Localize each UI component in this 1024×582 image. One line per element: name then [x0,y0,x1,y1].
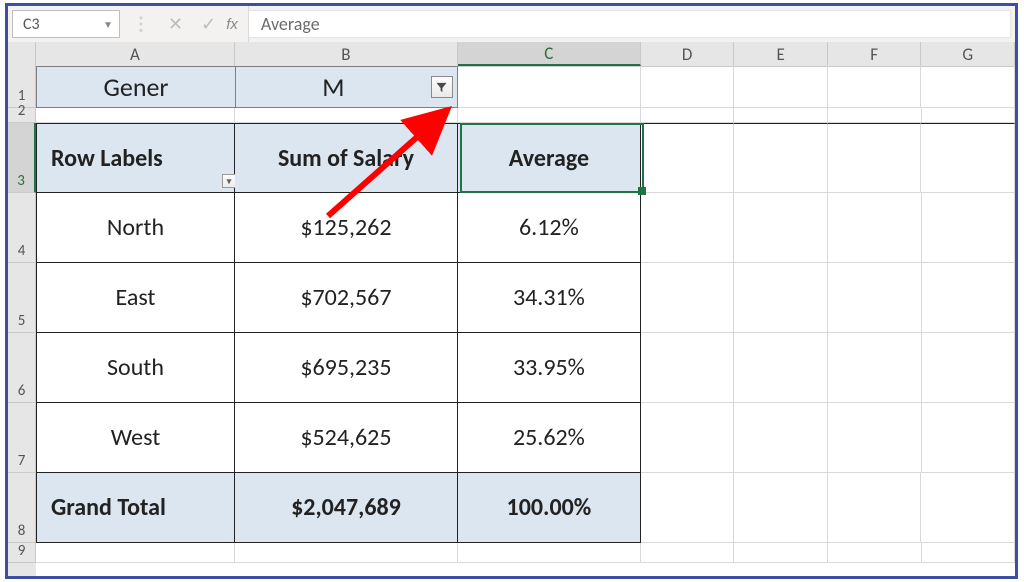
cell-F2[interactable] [828,108,922,123]
pivot-row-0-avg[interactable]: 6.12% [458,193,641,263]
column-headers: A B C D E F G [8,42,1015,67]
name-box-dropdown-icon[interactable]: ▼ [103,18,113,31]
col-header-D[interactable]: D [641,42,735,66]
cell-F1[interactable] [828,66,922,108]
pivot-row-3-label[interactable]: West [36,403,235,473]
row-header-5[interactable]: 5 [8,263,36,333]
cell-G1[interactable] [921,66,1015,108]
cell-G3[interactable] [921,123,1015,193]
col-header-B[interactable]: B [235,42,458,66]
name-box-value: C3 [23,15,40,34]
pivot-total-avg[interactable]: 100.00% [458,473,641,543]
cell-G4[interactable] [922,193,1016,263]
cell-D7[interactable] [641,403,735,473]
pivot-row-2-label[interactable]: South [36,333,235,403]
confirm-icon[interactable]: ✓ [201,15,216,33]
cell-F8[interactable] [828,473,922,543]
cell-C2[interactable] [458,108,641,123]
pivot-header-avg[interactable]: Average [458,123,641,193]
cell-D6[interactable] [641,333,735,403]
pivot-header-rowlabels-text: Row Labels [51,144,163,173]
cell-A2[interactable] [36,108,235,123]
cell-D5[interactable] [641,263,735,333]
formula-input[interactable]: Average [249,10,1011,38]
cell-E1[interactable] [734,66,828,108]
col-header-G[interactable]: G [921,42,1015,66]
pivot-filter-field[interactable]: Gener [36,66,235,108]
cell-G9[interactable] [922,543,1016,563]
pivot-row-0-sum[interactable]: $125,262 [235,193,458,263]
cell-E6[interactable] [734,333,828,403]
pivot-row-1-avg[interactable]: 34.31% [458,263,641,333]
rowlabels-dropdown[interactable]: ▾ [222,174,236,188]
cell-F4[interactable] [828,193,922,263]
cell-F6[interactable] [828,333,922,403]
formula-text: Average [261,13,320,35]
pivot-row-3-avg[interactable]: 25.62% [458,403,641,473]
cell-E8[interactable] [734,473,828,543]
row-header-7[interactable]: 7 [8,403,36,473]
pivot-filter-dropdown[interactable] [431,76,453,98]
row-header-8[interactable]: 8 [8,473,36,543]
name-box[interactable]: C3 ▼ [12,10,120,38]
cell-F5[interactable] [828,263,922,333]
col-header-E[interactable]: E [734,42,828,66]
pivot-total-label[interactable]: Grand Total [36,473,235,543]
row-header-4[interactable]: 4 [8,193,36,263]
cells-area[interactable]: Gener M [36,66,1015,576]
pivot-filter-field-label: Gener [103,71,168,103]
pivot-header-rowlabels[interactable]: Row Labels ▾ [36,123,235,193]
row-header-3[interactable]: 3 [8,123,36,193]
cell-G2[interactable] [922,108,1016,123]
cell-F9[interactable] [828,543,922,563]
cell-E5[interactable] [734,263,828,333]
col-header-F[interactable]: F [828,42,922,66]
cell-B2[interactable] [235,108,458,123]
row-header-9[interactable]: 9 [8,543,36,563]
cell-D1[interactable] [641,66,735,108]
excel-window-frame: C3 ▼ ⋮ ✕ ✓ fx Average A B C D E F G 1 2 … [5,3,1018,579]
cell-E9[interactable] [734,543,828,563]
row-header-6[interactable]: 6 [8,333,36,403]
cell-C9[interactable] [458,543,641,563]
cell-B9[interactable] [235,543,458,563]
pivot-row-0-label[interactable]: North [36,193,235,263]
pivot-header-sum[interactable]: Sum of Salary [235,123,458,193]
cell-E4[interactable] [734,193,828,263]
cell-G6[interactable] [922,333,1016,403]
cell-G5[interactable] [922,263,1016,333]
cancel-icon[interactable]: ✕ [168,15,183,33]
cell-F7[interactable] [828,403,922,473]
filter-icon [436,82,447,93]
formula-bar-buttons: ⋮ ✕ ✓ [126,6,222,42]
cell-A9[interactable] [36,543,235,563]
formula-bar: C3 ▼ ⋮ ✕ ✓ fx Average [8,6,1015,43]
cell-D8[interactable] [641,473,735,543]
select-all-corner[interactable] [8,42,36,66]
cell-F3[interactable] [828,123,922,193]
cell-D3[interactable] [641,123,735,193]
col-header-C[interactable]: C [458,42,641,66]
cell-E2[interactable] [734,108,828,123]
cell-E7[interactable] [734,403,828,473]
pivot-row-2-avg[interactable]: 33.95% [458,333,641,403]
cell-G7[interactable] [922,403,1016,473]
fx-label[interactable]: fx [222,6,249,42]
cell-C1[interactable] [458,66,641,108]
row-header-2[interactable]: 2 [8,108,36,123]
pivot-row-1-label[interactable]: East [36,263,235,333]
cell-G8[interactable] [921,473,1015,543]
pivot-filter-value: M [236,71,431,103]
pivot-row-1-sum[interactable]: $702,567 [235,263,458,333]
pivot-row-2-sum[interactable]: $695,235 [235,333,458,403]
cell-D2[interactable] [641,108,735,123]
cell-D4[interactable] [641,193,735,263]
pivot-filter-value-cell[interactable]: M [235,66,458,108]
pivot-row-3-sum[interactable]: $524,625 [235,403,458,473]
col-header-A[interactable]: A [36,42,235,66]
row-headers: 1 2 3 4 5 6 7 8 9 [8,66,36,576]
cell-D9[interactable] [641,543,735,563]
pivot-total-sum[interactable]: $2,047,689 [235,473,458,543]
cell-E3[interactable] [734,123,828,193]
